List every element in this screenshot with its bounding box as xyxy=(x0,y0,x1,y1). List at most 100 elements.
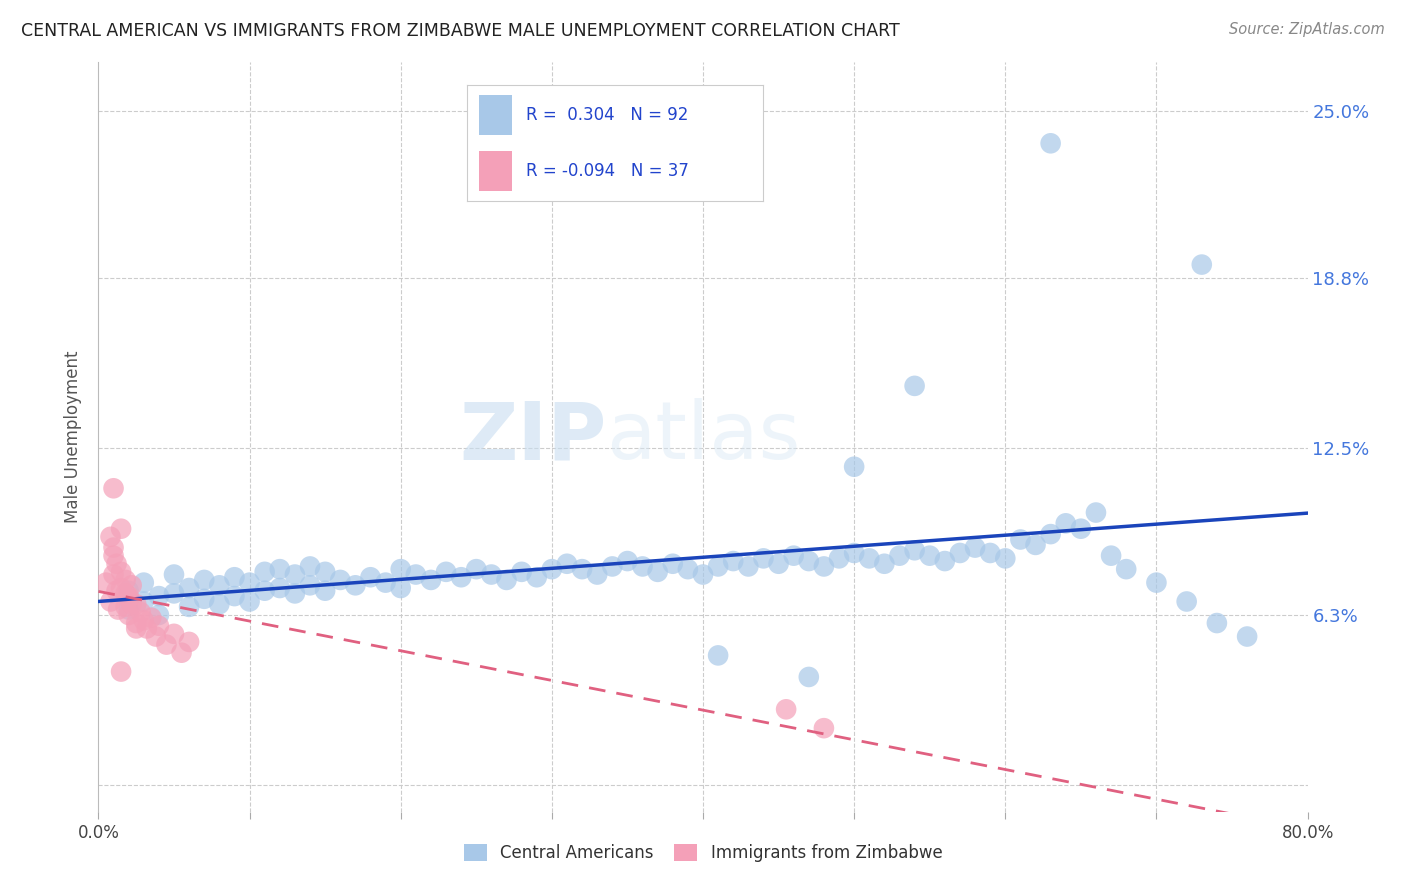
Point xyxy=(239,575,262,590)
Point xyxy=(405,567,427,582)
Point xyxy=(692,567,714,582)
Point xyxy=(314,565,336,579)
Point xyxy=(965,541,987,555)
Point xyxy=(193,591,215,606)
Point xyxy=(132,613,155,627)
Point xyxy=(858,551,880,566)
Point xyxy=(510,565,533,579)
Point xyxy=(125,597,148,611)
Point xyxy=(775,702,797,716)
Point xyxy=(118,583,141,598)
Point xyxy=(1039,136,1062,151)
Point xyxy=(676,562,699,576)
Point xyxy=(797,554,820,568)
Point xyxy=(904,379,927,393)
Point xyxy=(148,589,170,603)
Point xyxy=(389,581,412,595)
Point xyxy=(105,583,128,598)
Point xyxy=(110,581,132,595)
Point xyxy=(934,554,956,568)
Point xyxy=(103,541,125,555)
Point xyxy=(450,570,472,584)
Point xyxy=(1054,516,1077,531)
Point xyxy=(132,575,155,590)
Point xyxy=(121,578,143,592)
Point xyxy=(118,602,141,616)
Point xyxy=(253,583,276,598)
Point xyxy=(616,554,638,568)
Point xyxy=(481,567,503,582)
Point xyxy=(253,565,276,579)
Point xyxy=(1236,630,1258,644)
Point xyxy=(344,578,367,592)
Point xyxy=(269,581,291,595)
Point xyxy=(844,459,866,474)
Point xyxy=(495,573,517,587)
Point xyxy=(179,599,201,614)
Text: Source: ZipAtlas.com: Source: ZipAtlas.com xyxy=(1229,22,1385,37)
Point xyxy=(314,583,336,598)
Point xyxy=(752,551,775,566)
Point xyxy=(94,575,117,590)
Point xyxy=(103,567,125,582)
Text: atlas: atlas xyxy=(606,398,800,476)
Point xyxy=(114,599,136,614)
Point xyxy=(155,638,177,652)
Point xyxy=(107,602,129,616)
Point xyxy=(110,522,132,536)
Point xyxy=(465,562,488,576)
Point xyxy=(118,607,141,622)
Point xyxy=(284,567,307,582)
Point xyxy=(1010,533,1032,547)
Point xyxy=(103,481,125,495)
Point xyxy=(1115,562,1137,576)
Point xyxy=(208,597,231,611)
Point xyxy=(148,619,170,633)
Point xyxy=(329,573,352,587)
Point xyxy=(949,546,972,560)
Point xyxy=(299,578,322,592)
Legend: Central Americans, Immigrants from Zimbabwe: Central Americans, Immigrants from Zimba… xyxy=(456,836,950,871)
Point xyxy=(121,597,143,611)
Point xyxy=(374,575,396,590)
Point xyxy=(105,557,128,571)
Y-axis label: Male Unemployment: Male Unemployment xyxy=(65,351,83,524)
Point xyxy=(631,559,654,574)
Point xyxy=(125,615,148,630)
Point xyxy=(360,570,382,584)
Point xyxy=(389,562,412,576)
Point xyxy=(1144,575,1167,590)
Point xyxy=(723,554,745,568)
Point xyxy=(163,586,186,600)
Point xyxy=(148,607,170,622)
Point xyxy=(602,559,624,574)
Point xyxy=(135,622,157,636)
Point xyxy=(783,549,806,563)
Point xyxy=(434,565,457,579)
Point xyxy=(299,559,322,574)
Point xyxy=(118,589,141,603)
Point xyxy=(100,530,122,544)
Text: CENTRAL AMERICAN VS IMMIGRANTS FROM ZIMBABWE MALE UNEMPLOYMENT CORRELATION CHART: CENTRAL AMERICAN VS IMMIGRANTS FROM ZIMB… xyxy=(21,22,900,40)
Point xyxy=(269,562,291,576)
Point xyxy=(1191,258,1213,272)
Point xyxy=(129,605,152,619)
Point xyxy=(540,562,562,576)
Point xyxy=(224,589,246,603)
Point xyxy=(100,594,122,608)
Point xyxy=(994,551,1017,566)
Point xyxy=(1175,594,1198,608)
Point xyxy=(1039,527,1062,541)
Point xyxy=(571,562,593,576)
Point xyxy=(1024,538,1046,552)
Point xyxy=(555,557,578,571)
Point xyxy=(118,591,141,606)
Point xyxy=(110,565,132,579)
Point xyxy=(163,567,186,582)
Point xyxy=(114,573,136,587)
Point xyxy=(1085,506,1108,520)
Point xyxy=(1099,549,1122,563)
Point xyxy=(179,635,201,649)
Point xyxy=(284,586,307,600)
Point xyxy=(208,578,231,592)
